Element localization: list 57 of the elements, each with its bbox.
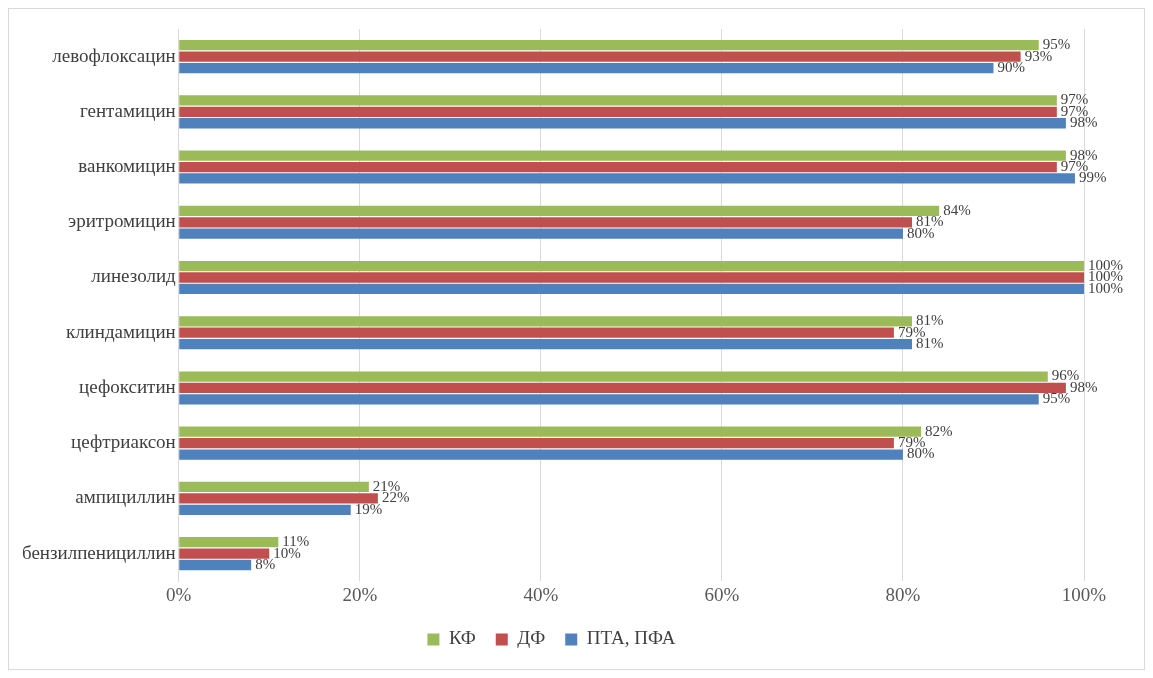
bar (179, 40, 1039, 51)
x-tick-label: 0% (166, 583, 192, 605)
bar (179, 95, 1057, 106)
x-tick-label: 100% (1061, 583, 1107, 605)
x-tick-label: 20% (342, 583, 378, 605)
legend-label: КФ (448, 627, 476, 649)
y-tick-label: эритромицин (68, 210, 176, 232)
bar (179, 382, 1066, 394)
y-tick-label: цефокситин (79, 375, 176, 397)
bar (179, 537, 279, 548)
x-tick-label: 60% (704, 583, 740, 605)
data-label: 95% (1042, 390, 1071, 407)
y-tick-label: клиндамицин (65, 320, 176, 342)
data-label: 8% (255, 555, 276, 572)
bar (179, 316, 912, 327)
bar (179, 504, 351, 515)
bar (179, 559, 252, 571)
bar (179, 205, 940, 216)
data-label: 81% (916, 335, 944, 352)
data-label: 90% (997, 58, 1025, 75)
bar (179, 228, 903, 239)
legend-label: ПТА, ПФА (586, 627, 676, 649)
bar (179, 481, 369, 493)
bar (179, 493, 378, 504)
y-tick-label: ванкомицин (78, 155, 176, 177)
bar (179, 438, 894, 449)
data-label: 19% (354, 500, 383, 517)
bar (179, 327, 894, 338)
y-tick-label: линезолид (91, 265, 177, 287)
bar (179, 426, 922, 437)
bar (179, 338, 912, 350)
y-tick-label: левофлоксацин (52, 44, 176, 66)
bar (179, 394, 1039, 405)
x-tick-label: 40% (523, 583, 559, 605)
bar (179, 272, 1084, 283)
y-tick-label: ампициллин (75, 486, 176, 508)
x-tick-label: 80% (885, 583, 921, 605)
bar (179, 449, 903, 460)
data-label: 84% (943, 201, 971, 218)
bar (179, 548, 270, 559)
bar (179, 51, 1021, 62)
bar (179, 161, 1057, 173)
y-tick-label: цефтриаксон (71, 431, 176, 453)
data-label: 82% (925, 422, 953, 439)
data-label: 21% (372, 477, 401, 494)
bar (179, 283, 1084, 295)
bar (179, 62, 994, 74)
bar (179, 260, 1084, 272)
bar (179, 150, 1066, 161)
y-tick-label: гентамицин (79, 99, 176, 121)
bar (179, 118, 1066, 129)
legend-label: ДФ (517, 627, 546, 649)
bar (179, 217, 912, 228)
bar (179, 371, 1048, 382)
bar (179, 173, 1075, 184)
y-tick-label: бензилпенициллин (21, 541, 176, 563)
bar (179, 106, 1057, 117)
